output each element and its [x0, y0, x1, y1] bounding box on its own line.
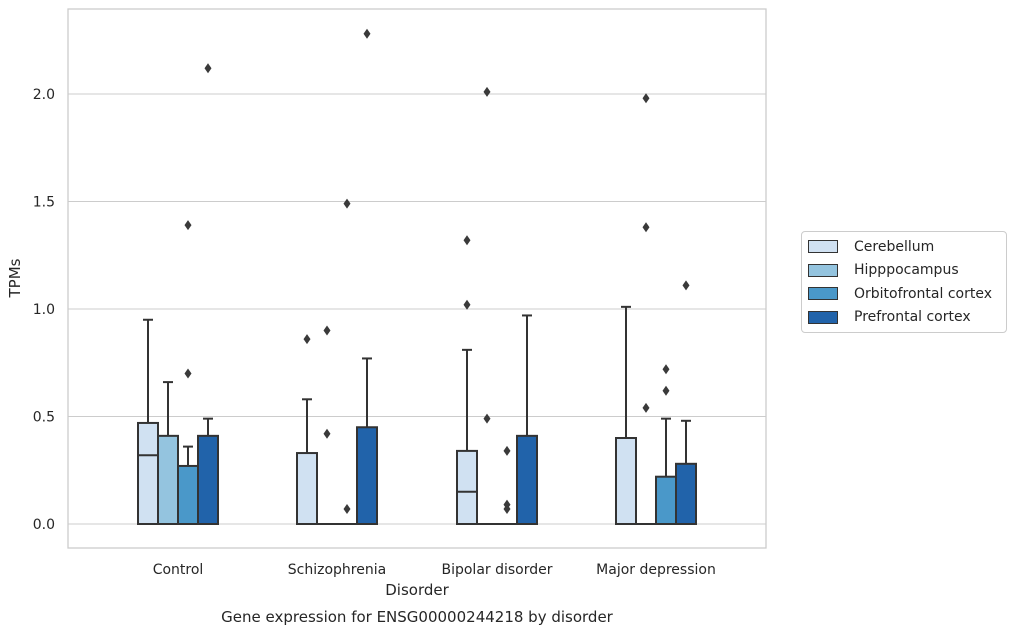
box-hipppocampus [317, 325, 337, 525]
y-axis-label: TPMs [6, 258, 24, 298]
outlier-point [642, 402, 650, 413]
plot-border [67, 8, 767, 549]
plot-frame [67, 8, 767, 549]
box-prefrontal-cortex [356, 28, 378, 525]
y-tick-labels: 0.0 0.5 1.0 1.5 2.0 [33, 87, 55, 533]
legend-label: Hipppocampus [854, 262, 959, 279]
box-body [456, 449, 478, 525]
box-cerebellum [615, 305, 637, 525]
legend-label: Cerebellum [854, 238, 935, 255]
box-hipppocampus [157, 381, 179, 526]
outlier-point [184, 368, 192, 379]
box-orbitofrontal-cortex [177, 220, 199, 526]
legend-swatch [808, 240, 838, 254]
x-axis-label: Disorder [385, 581, 449, 599]
box-prefrontal-cortex [675, 280, 697, 525]
box-hipppocampus [477, 86, 497, 525]
outlier-point [323, 428, 331, 439]
outlier-point [483, 413, 491, 424]
box-body [615, 437, 637, 525]
box-prefrontal-cortex [197, 63, 219, 526]
outlier-point [303, 334, 311, 345]
legend: Cerebellum Hipppocampus Orbitofrontal cort… [801, 231, 1007, 333]
x-tick-label: Schizophrenia [288, 562, 386, 578]
outlier-point [503, 499, 511, 510]
box-body [137, 421, 159, 526]
box-body [177, 464, 199, 526]
box-series [137, 28, 697, 526]
box-body [655, 475, 677, 526]
box-body [675, 462, 697, 525]
x-tick-label: Bipolar disorder [441, 562, 552, 578]
legend-swatch [808, 263, 838, 277]
outlier-point [642, 222, 650, 233]
x-tick-label: Control [153, 562, 204, 578]
box-cerebellum [137, 318, 159, 526]
y-tick-label: 1.0 [33, 302, 55, 318]
box-body [356, 426, 378, 525]
outlier-point [463, 299, 471, 310]
box-hipppocampus [636, 93, 656, 525]
box-prefrontal-cortex [516, 314, 538, 526]
box-orbitofrontal-cortex [337, 198, 357, 525]
box-cerebellum [456, 235, 478, 525]
outlier-point [483, 86, 491, 97]
outlier-point [343, 198, 351, 209]
box-body [197, 434, 219, 526]
outlier-point [682, 280, 690, 291]
outlier-point [463, 235, 471, 246]
outlier-point [323, 325, 331, 336]
box-cerebellum [296, 334, 318, 525]
box-body [157, 434, 179, 526]
outlier-point [662, 364, 670, 375]
x-tick-label: Major depression [596, 562, 716, 578]
chart-caption: Gene expression for ENSG00000244218 by d… [221, 608, 614, 626]
outlier-point [184, 220, 192, 231]
outlier-point [343, 503, 351, 514]
y-tick-label: 0.5 [33, 410, 55, 426]
legend-item: Cerebellum [808, 235, 1006, 259]
legend-swatch [808, 310, 838, 324]
box-orbitofrontal-cortex [497, 445, 517, 525]
outlier-point [204, 63, 212, 74]
outlier-point [642, 93, 650, 104]
outlier-point [503, 445, 511, 456]
x-tick-labels: Control Schizophrenia Bipolar disorder Majo… [153, 562, 716, 578]
legend-label: Orbitofrontal cortex [854, 285, 992, 302]
legend-swatch [808, 287, 838, 301]
outlier-point [662, 385, 670, 396]
box-orbitofrontal-cortex [655, 364, 677, 526]
legend-item: Orbitofrontal cortex [808, 282, 1006, 306]
box-body [516, 434, 538, 526]
legend-item: Prefrontal cortex [808, 306, 1006, 330]
y-tick-label: 1.5 [33, 195, 55, 211]
legend-label: Prefrontal cortex [854, 309, 971, 326]
box-body [296, 452, 318, 525]
y-tick-label: 2.0 [33, 87, 55, 103]
outlier-point [363, 28, 371, 39]
y-tick-label: 0.0 [33, 517, 55, 533]
legend-item: Hipppocampus [808, 259, 1006, 283]
